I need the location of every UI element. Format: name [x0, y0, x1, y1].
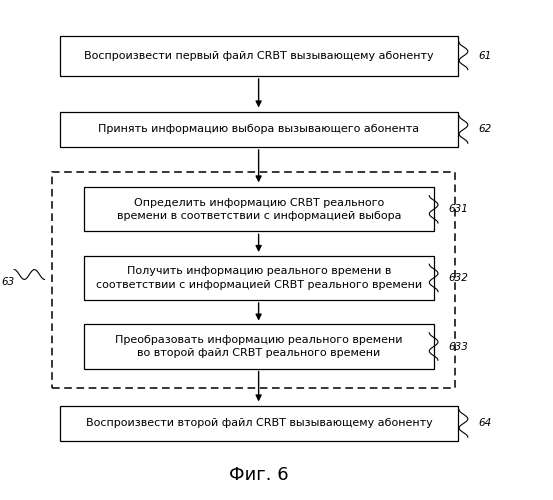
Text: 632: 632 [448, 273, 468, 283]
Text: Определить информацию CRBT реального
времени в соответствии с информацией выбора: Определить информацию CRBT реального вре… [117, 198, 401, 221]
Bar [60, 36, 458, 76]
Bar [60, 112, 458, 147]
Text: Преобразовать информацию реального времени
во второй файл CRBT реального времени: Преобразовать информацию реального време… [115, 335, 403, 358]
Text: Принять информацию выбора вызывающего абонента: Принять информацию выбора вызывающего аб… [98, 124, 419, 134]
Text: 63: 63 [2, 277, 15, 287]
Text: 633: 633 [448, 342, 468, 351]
Text: Воспроизвести второй файл CRBT вызывающему абоненту: Воспроизвести второй файл CRBT вызывающе… [86, 418, 432, 428]
Bar [84, 188, 434, 232]
Text: 631: 631 [448, 204, 468, 214]
Text: 61: 61 [478, 51, 492, 61]
Text: 64: 64 [478, 418, 492, 428]
Bar [60, 406, 458, 441]
Bar [84, 324, 434, 368]
Bar [84, 256, 434, 300]
Text: Получить информацию реального времени в
соответствии с информацией CRBT реальног: Получить информацию реального времени в … [96, 266, 422, 289]
Text: Воспроизвести первый файл CRBT вызывающему абоненту: Воспроизвести первый файл CRBT вызывающе… [84, 51, 434, 61]
Bar [51, 172, 455, 388]
Text: Фиг. 6: Фиг. 6 [229, 466, 289, 484]
Text: 62: 62 [478, 124, 492, 134]
